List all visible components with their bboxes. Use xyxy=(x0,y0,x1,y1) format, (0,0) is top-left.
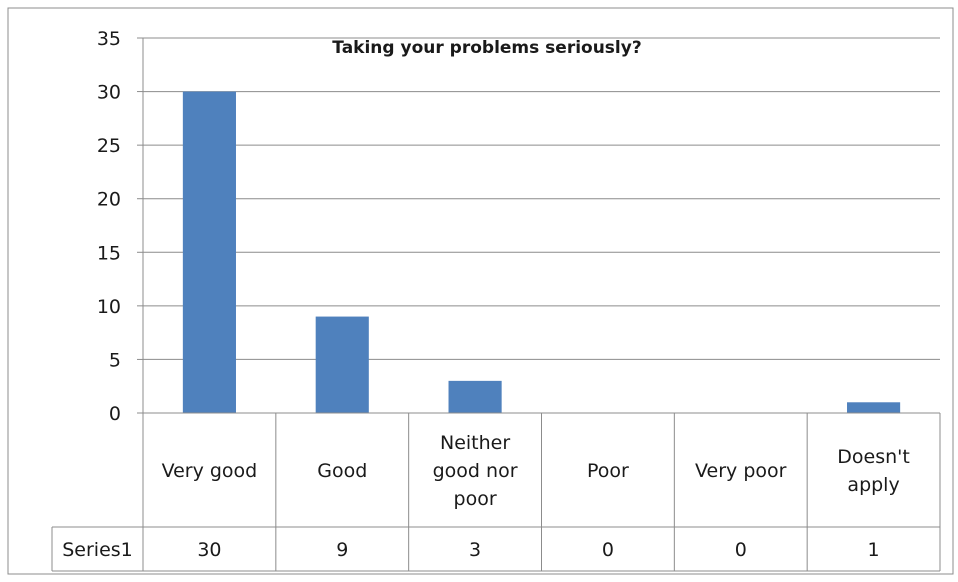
chart-border xyxy=(7,7,954,575)
category-label: Poor xyxy=(587,460,629,482)
y-tick-label: 30 xyxy=(97,82,121,104)
bar xyxy=(847,402,901,413)
bar xyxy=(315,316,369,413)
category-label: Neither good nor poor xyxy=(433,432,518,510)
y-tick-label: 20 xyxy=(97,189,121,211)
category-label: Very good xyxy=(162,460,258,482)
data-value-cell: 30 xyxy=(197,539,221,561)
category-label: Good xyxy=(317,460,367,482)
bar xyxy=(448,380,502,413)
y-tick-label: 15 xyxy=(97,242,121,264)
y-tick-label: 10 xyxy=(97,296,121,318)
y-tick-label: 25 xyxy=(97,135,121,157)
bar xyxy=(182,91,236,414)
y-tick-label: 35 xyxy=(97,28,121,50)
data-value-cell: 9 xyxy=(336,539,348,561)
category-label: Very poor xyxy=(695,460,787,482)
y-tick-label: 0 xyxy=(109,403,121,425)
data-value-cell: 0 xyxy=(602,539,614,561)
chart-title: Taking your problems seriously? xyxy=(332,38,641,58)
data-value-cell: 1 xyxy=(868,539,880,561)
series-name-cell: Series1 xyxy=(62,539,133,561)
y-tick-label: 5 xyxy=(109,349,121,371)
data-value-cell: 3 xyxy=(469,539,481,561)
data-value-cell: 0 xyxy=(735,539,747,561)
category-label: Doesn't apply xyxy=(837,446,910,496)
